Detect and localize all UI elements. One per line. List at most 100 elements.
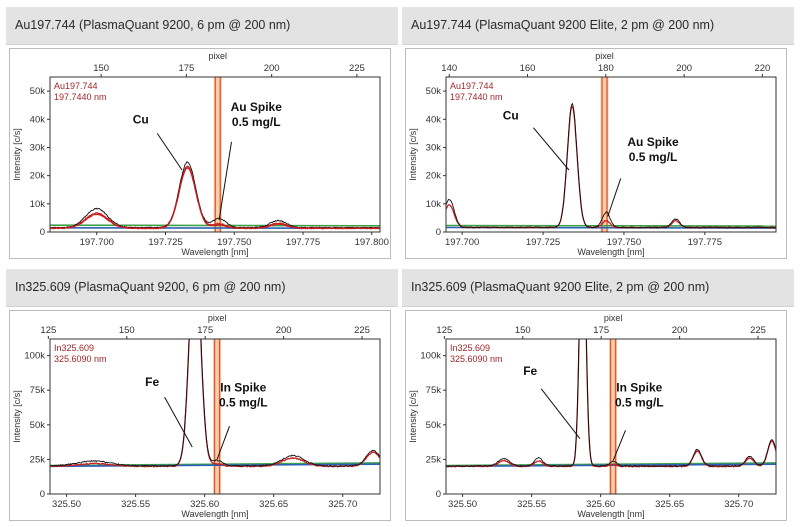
pixel-tick-label: 160 [520,63,536,74]
plot-border [49,76,381,233]
y-tick-label: 50k [30,420,46,431]
x-tick-label: 197.700 [445,237,479,248]
y-tick-label: 25k [426,454,442,465]
annotation-label: 0.5 mg/L [615,396,664,410]
info-line-2: 325.6090 nm [54,354,107,364]
pixel-tick-label: 125 [436,325,452,336]
annotation-pointer [612,430,626,461]
panel-au-9200: Au197.744 (PlasmaQuant 9200, 6 pm @ 200 … [6,7,398,263]
pixel-tick-label: 125 [40,325,56,336]
panel-header: Au197.744 (PlasmaQuant 9200 Elite, 2 pm … [402,7,794,45]
y-tick-label: 10k [426,199,442,210]
x-tick-label: 197.725 [148,237,182,248]
panel-in-9200-elite: In325.609 (PlasmaQuant 9200 Elite, 2 pm … [402,269,794,525]
annotation-pointer [607,178,622,217]
x-axis-label: Wavelength [nm] [181,247,248,257]
pixel-axis-label: pixel [208,51,227,61]
x-tick-label: 197.700 [80,237,114,248]
marker-band [213,77,222,232]
y-tick-label: 25k [30,454,46,465]
x-axis-label: Wavelength [nm] [181,509,248,519]
pixel-tick-label: 180 [598,63,614,74]
x-tick-label: 197.800 [355,237,389,248]
annotation-pointer [156,133,183,171]
x-tick-label: 325.60 [586,499,615,510]
pixel-tick-label: 200 [276,325,292,336]
plot-border [445,338,777,495]
annotation-pointer [540,388,581,439]
pixel-tick-label: 225 [354,325,370,336]
pixel-axis-label: pixel [604,313,623,323]
x-tick-label: 325.70 [328,499,357,510]
panel-body: 325.50 325.55 325.60 325.65 325.70 0 25k 50k 75k… [402,307,794,525]
y-tick-label: 30k [30,142,46,153]
pixel-tick-label: 140 [441,63,457,74]
spectrum-series [446,102,776,229]
x-tick-label: 325.55 [121,499,150,510]
y-tick-label: 75k [426,385,442,396]
info-line-1: Au197.744 [54,81,98,91]
y-axis-label: Intensity [c/s] [12,390,22,443]
pixel-axis-label: pixel [208,313,227,323]
pixel-tick-label: 150 [119,325,135,336]
x-tick-label: 325.65 [655,499,684,510]
info-line-1: In325.609 [450,343,490,353]
pixel-axis-label: pixel [595,51,614,61]
x-axis-label: Wavelength [nm] [577,247,644,257]
spectrum-chart: 197.700 197.725 197.750 197.775 0 10k 20k 30k 40… [408,51,777,257]
y-axis-label: Intensity [c/s] [12,128,22,181]
y-tick-label: 20k [30,171,46,182]
spectrum-series [446,339,776,468]
annotation-label: In Spike [616,381,662,395]
annotation-pointer [164,396,193,448]
x-tick-label: 197.775 [286,237,320,248]
plot-area [50,339,380,468]
y-tick-label: 50k [30,86,46,97]
spectrum-series [50,167,380,230]
y-tick-label: 50k [426,420,442,431]
marker-band [213,339,222,494]
y-tick-label: 0 [436,227,441,238]
x-tick-label: 325.55 [517,499,546,510]
pixel-tick-label: 150 [93,63,109,74]
y-tick-label: 0 [40,489,45,500]
marker-band [609,339,618,494]
annotation-label: Cu [503,108,519,122]
info-line-2: 325.6090 nm [450,354,503,364]
panel-header: In325.609 (PlasmaQuant 9200 Elite, 2 pm … [402,269,794,307]
baseline-series [446,463,776,468]
panel-header: In325.609 (PlasmaQuant 9200, 6 pm @ 200 … [6,269,398,307]
x-tick-label: 197.750 [217,237,251,248]
panel-title: Au197.744 (PlasmaQuant 9200, 6 pm @ 200 … [15,18,291,32]
x-tick-label: 197.750 [607,237,641,248]
annotation-label: 0.5 mg/L [232,115,281,129]
pixel-tick-label: 150 [515,325,531,336]
pixel-tick-label: 225 [750,325,766,336]
x-tick-label: 197.725 [526,237,560,248]
pixel-tick-label: 200 [672,325,688,336]
y-tick-label: 0 [40,227,45,238]
baseline-series [446,224,776,227]
y-tick-label: 10k [30,199,46,210]
annotation-pointer [532,127,570,171]
info-line-1: In325.609 [54,343,94,353]
annotation-label: Fe [145,375,159,389]
y-axis-label: Intensity [c/s] [408,390,418,443]
annotation-label: Cu [133,113,149,127]
panel-title: Au197.744 (PlasmaQuant 9200 Elite, 2 pm … [411,18,715,32]
chart-frame: 197.700 197.725 197.750 197.775 197.800 0 10k 2… [9,48,391,259]
chart-frame: 197.700 197.725 197.750 197.775 0 10k 20k 30k 40… [405,48,787,259]
x-axis-label: Wavelength [nm] [577,509,644,519]
spectrum-series [446,105,776,229]
panel-header: Au197.744 (PlasmaQuant 9200, 6 pm @ 200 … [6,7,398,45]
spectrum-series [50,339,380,468]
pixel-tick-label: 175 [593,325,609,336]
pixel-tick-label: 220 [754,63,770,74]
y-tick-label: 30k [426,142,442,153]
plot-area [446,339,776,468]
annotation-label: In Spike [220,381,266,395]
pixel-tick-label: 200 [264,63,280,74]
annotation-label: 0.5 mg/L [219,396,268,410]
y-tick-label: 20k [426,171,442,182]
y-tick-label: 75k [30,385,46,396]
